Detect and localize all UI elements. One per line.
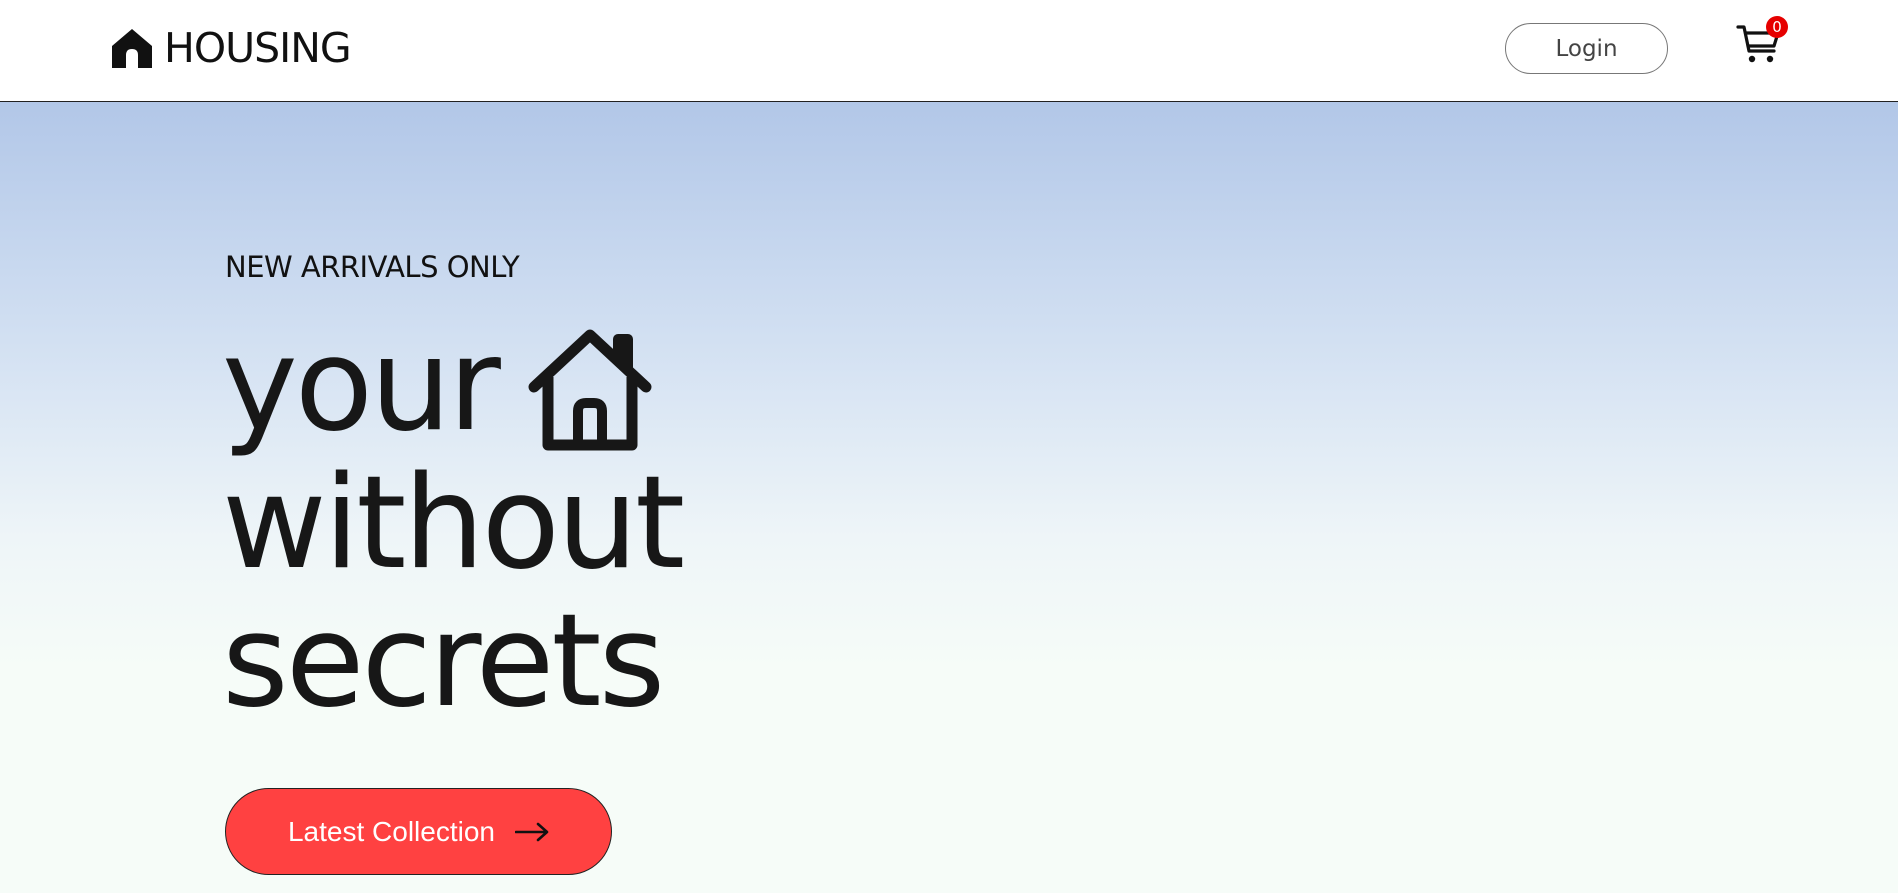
house-outline-icon [528, 329, 652, 450]
hero-eyebrow: NEW ARRIVALS ONLY [225, 250, 520, 284]
home-icon [112, 29, 152, 68]
cart-button[interactable]: 0 [1736, 16, 1788, 70]
latest-collection-label: Latest Collection [287, 815, 495, 847]
login-button[interactable]: Login [1505, 23, 1668, 74]
top-navbar: HOUSING Login 0 [0, 0, 1898, 102]
brand-logo[interactable]: HOUSING [110, 23, 352, 72]
brand-name: HOUSING [164, 23, 352, 72]
cart-icon [1736, 25, 1780, 63]
latest-collection-button[interactable]: Latest Collection [225, 788, 612, 875]
hero-section: NEW ARRIVALS ONLY your without secrets L… [0, 102, 1898, 893]
headline-word-your: your [222, 311, 501, 460]
headline-line-3: secrets [222, 587, 665, 736]
cart-count-badge: 0 [1766, 16, 1788, 38]
headline-line-2: without [222, 449, 685, 598]
arrow-right-icon [515, 822, 549, 841]
headline-line-1: your [222, 317, 682, 455]
hero-headline: your without secrets [222, 317, 685, 736]
